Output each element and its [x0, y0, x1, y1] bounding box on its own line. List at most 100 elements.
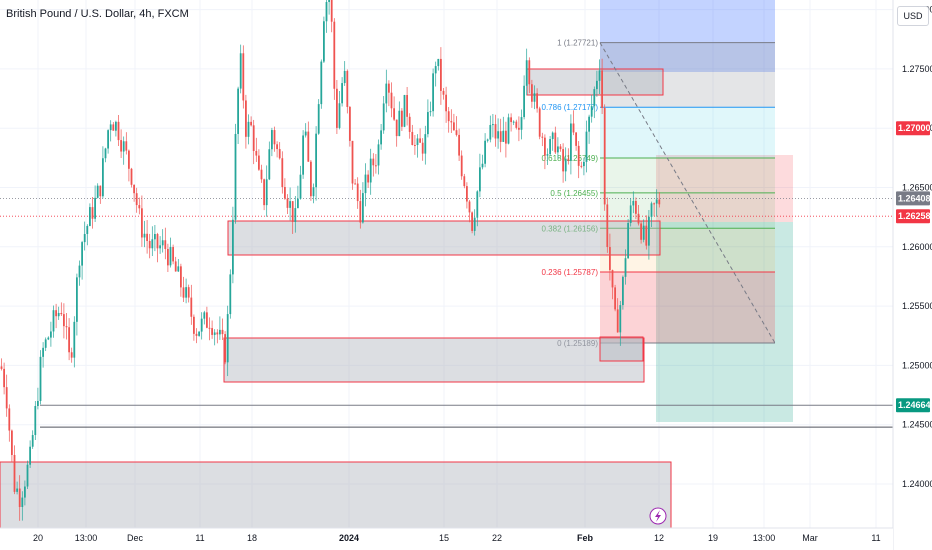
candle-up[interactable] [429, 111, 432, 113]
candle-down[interactable] [372, 158, 375, 166]
candle-down[interactable] [135, 193, 138, 206]
candle-down[interactable] [190, 297, 193, 317]
candle-down[interactable] [141, 208, 143, 238]
candle-up[interactable] [83, 233, 86, 243]
candle-down[interactable] [273, 130, 276, 145]
candle-down[interactable] [330, 0, 333, 22]
candle-down[interactable] [515, 121, 518, 128]
candle-up[interactable] [302, 135, 304, 175]
candle-up[interactable] [323, 21, 325, 62]
candle-up[interactable] [78, 265, 81, 278]
candle-down[interactable] [11, 430, 13, 455]
candle-down[interactable] [146, 233, 148, 241]
candle-down[interactable] [148, 240, 151, 249]
candle-down[interactable] [538, 108, 541, 137]
candle-up[interactable] [523, 85, 525, 118]
candle-down[interactable] [614, 287, 616, 310]
candle-up[interactable] [398, 110, 401, 137]
candle-up[interactable] [219, 329, 221, 335]
candle-up[interactable] [424, 134, 427, 154]
candle-down[interactable] [174, 261, 177, 272]
candle-down[interactable] [395, 119, 398, 137]
candle-up[interactable] [94, 197, 96, 219]
candle-up[interactable] [109, 124, 112, 131]
candle-up[interactable] [596, 80, 598, 90]
candle-up[interactable] [627, 222, 629, 259]
candle-down[interactable] [606, 204, 609, 248]
candle-down[interactable] [518, 127, 520, 130]
candle-up[interactable] [34, 406, 37, 436]
candle-down[interactable] [216, 332, 219, 335]
candle-up[interactable] [122, 141, 125, 152]
candle-down[interactable] [499, 131, 502, 142]
candle-down[interactable] [187, 287, 190, 298]
candle-up[interactable] [492, 124, 494, 126]
candle-down[interactable] [544, 137, 546, 156]
candle-down[interactable] [450, 121, 453, 123]
candle-down[interactable] [284, 187, 286, 199]
resistance-zone[interactable] [227, 220, 661, 256]
candle-down[interactable] [310, 161, 312, 197]
candle-down[interactable] [263, 179, 265, 206]
candle-down[interactable] [468, 201, 471, 213]
candle-down[interactable] [536, 93, 538, 109]
candle-down[interactable] [65, 326, 68, 328]
candle-down[interactable] [172, 247, 174, 262]
candle-down[interactable] [276, 144, 278, 150]
candle-up[interactable] [598, 70, 601, 81]
candle-up[interactable] [564, 158, 567, 172]
candle-up[interactable] [268, 149, 271, 180]
candle-down[interactable] [356, 183, 359, 202]
candle-up[interactable] [50, 331, 52, 338]
fib-band[interactable] [600, 107, 775, 158]
candle-up[interactable] [89, 207, 91, 226]
candle-down[interactable] [125, 141, 128, 151]
stop-loss-zone[interactable] [656, 155, 793, 222]
candle-up[interactable] [507, 117, 510, 144]
candle-up[interactable] [624, 258, 627, 277]
candle-down[interactable] [55, 310, 57, 317]
candle-up[interactable] [31, 435, 34, 447]
candle-up[interactable] [486, 139, 489, 141]
candle-up[interactable] [234, 133, 237, 220]
candle-up[interactable] [432, 73, 434, 112]
candle-up[interactable] [213, 332, 216, 335]
candle-up[interactable] [619, 305, 622, 333]
candle-up[interactable] [382, 103, 385, 131]
candle-up[interactable] [21, 497, 24, 507]
candle-up[interactable] [325, 1, 328, 22]
candle-down[interactable] [390, 92, 393, 109]
candle-up[interactable] [73, 321, 76, 358]
candle-down[interactable] [601, 70, 603, 108]
candle-down[interactable] [130, 168, 133, 185]
candle-down[interactable] [0, 366, 3, 369]
candle-up[interactable] [502, 130, 505, 142]
candle-down[interactable] [221, 329, 224, 335]
candle-up[interactable] [42, 347, 44, 357]
candle-down[interactable] [167, 248, 169, 266]
candle-down[interactable] [367, 174, 369, 183]
candle-up[interactable] [497, 131, 499, 139]
candle-down[interactable] [195, 333, 198, 336]
candle-down[interactable] [128, 150, 130, 169]
candle-down[interactable] [70, 352, 73, 358]
candle-up[interactable] [44, 339, 47, 348]
candle-down[interactable] [117, 121, 120, 141]
candle-down[interactable] [637, 213, 640, 224]
candle-up[interactable] [57, 312, 60, 317]
candle-up[interactable] [585, 131, 588, 162]
candle-up[interactable] [642, 225, 645, 240]
candle-up[interactable] [512, 121, 515, 123]
candle-up[interactable] [96, 185, 99, 198]
candle-down[interactable] [156, 234, 159, 249]
candle-up[interactable] [102, 158, 104, 197]
candle-down[interactable] [419, 138, 421, 143]
candle-down[interactable] [258, 155, 260, 170]
candle-up[interactable] [551, 132, 554, 140]
candle-down[interactable] [346, 70, 349, 107]
candle-down[interactable] [455, 130, 458, 135]
candle-down[interactable] [541, 136, 544, 138]
candle-down[interactable] [460, 155, 463, 177]
candle-down[interactable] [252, 125, 255, 151]
